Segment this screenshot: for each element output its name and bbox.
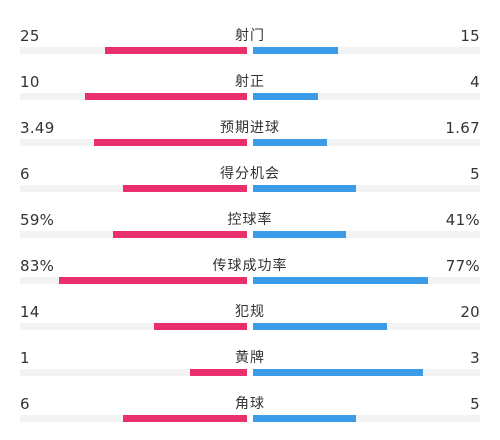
home-bar bbox=[84, 93, 247, 100]
home-bar bbox=[153, 323, 247, 330]
away-value: 3 bbox=[470, 349, 480, 367]
away-bar-track bbox=[253, 323, 480, 330]
stat-label: 传球成功率 bbox=[212, 258, 288, 274]
stat-row-fouls: 14 犯规 20 bbox=[0, 302, 500, 348]
away-bar bbox=[253, 231, 347, 238]
home-bar bbox=[58, 277, 247, 284]
home-bar bbox=[105, 47, 247, 54]
home-value: 59% bbox=[20, 211, 55, 229]
away-bar bbox=[253, 323, 387, 330]
stat-row-big-chances: 6 得分机会 5 bbox=[0, 164, 500, 210]
away-bar bbox=[253, 277, 428, 284]
away-value: 77% bbox=[445, 257, 480, 275]
stat-label: 预期进球 bbox=[220, 120, 280, 136]
stat-row-possession: 59% 控球率 41% bbox=[0, 210, 500, 256]
stat-label: 射门 bbox=[235, 28, 265, 44]
stat-label: 控球率 bbox=[227, 212, 273, 228]
home-value: 6 bbox=[20, 165, 30, 183]
away-value: 1.67 bbox=[445, 119, 480, 137]
away-value: 5 bbox=[470, 395, 480, 413]
away-bar-track bbox=[253, 277, 480, 284]
stat-row-shots: 25 射门 15 bbox=[0, 26, 500, 72]
stat-row-yellow-cards: 1 黄牌 3 bbox=[0, 348, 500, 394]
stat-label: 角球 bbox=[235, 396, 265, 412]
stat-row-pass-accuracy: 83% 传球成功率 77% bbox=[0, 256, 500, 302]
stat-row-corners: 6 角球 5 bbox=[0, 394, 500, 440]
away-bar-track bbox=[253, 415, 480, 422]
home-bar bbox=[190, 369, 247, 376]
away-value: 20 bbox=[460, 303, 480, 321]
away-value: 15 bbox=[460, 27, 480, 45]
home-bar-track bbox=[20, 277, 247, 284]
away-bar-track bbox=[253, 185, 480, 192]
home-value: 10 bbox=[20, 73, 40, 91]
home-bar-track bbox=[20, 323, 247, 330]
away-bar bbox=[253, 415, 357, 422]
stat-label: 黄牌 bbox=[235, 350, 265, 366]
away-value: 5 bbox=[470, 165, 480, 183]
home-bar-track bbox=[20, 231, 247, 238]
away-bar bbox=[253, 369, 424, 376]
home-bar-track bbox=[20, 139, 247, 146]
away-value: 41% bbox=[445, 211, 480, 229]
home-value: 1 bbox=[20, 349, 30, 367]
home-bar bbox=[123, 415, 247, 422]
stat-label: 得分机会 bbox=[220, 166, 280, 182]
stat-label: 射正 bbox=[235, 74, 265, 90]
home-bar bbox=[113, 231, 247, 238]
away-bar bbox=[253, 93, 318, 100]
home-value: 25 bbox=[20, 27, 40, 45]
away-bar-track bbox=[253, 47, 480, 54]
away-bar-track bbox=[253, 139, 480, 146]
away-bar bbox=[253, 139, 327, 146]
home-bar-track bbox=[20, 185, 247, 192]
away-bar-track bbox=[253, 93, 480, 100]
away-value: 4 bbox=[470, 73, 480, 91]
home-bar-track bbox=[20, 415, 247, 422]
home-bar-track bbox=[20, 369, 247, 376]
stat-row-shots-on-target: 10 射正 4 bbox=[0, 72, 500, 118]
away-bar-track bbox=[253, 231, 480, 238]
stat-row-expected-goals: 3.49 预期进球 1.67 bbox=[0, 118, 500, 164]
home-value: 14 bbox=[20, 303, 40, 321]
stat-label: 犯规 bbox=[235, 304, 265, 320]
home-value: 3.49 bbox=[20, 119, 55, 137]
home-value: 6 bbox=[20, 395, 30, 413]
away-bar-track bbox=[253, 369, 480, 376]
home-bar-track bbox=[20, 47, 247, 54]
home-bar bbox=[93, 139, 247, 146]
away-bar bbox=[253, 185, 357, 192]
away-bar bbox=[253, 47, 339, 54]
home-bar-track bbox=[20, 93, 247, 100]
home-bar bbox=[123, 185, 247, 192]
home-value: 83% bbox=[20, 257, 55, 275]
